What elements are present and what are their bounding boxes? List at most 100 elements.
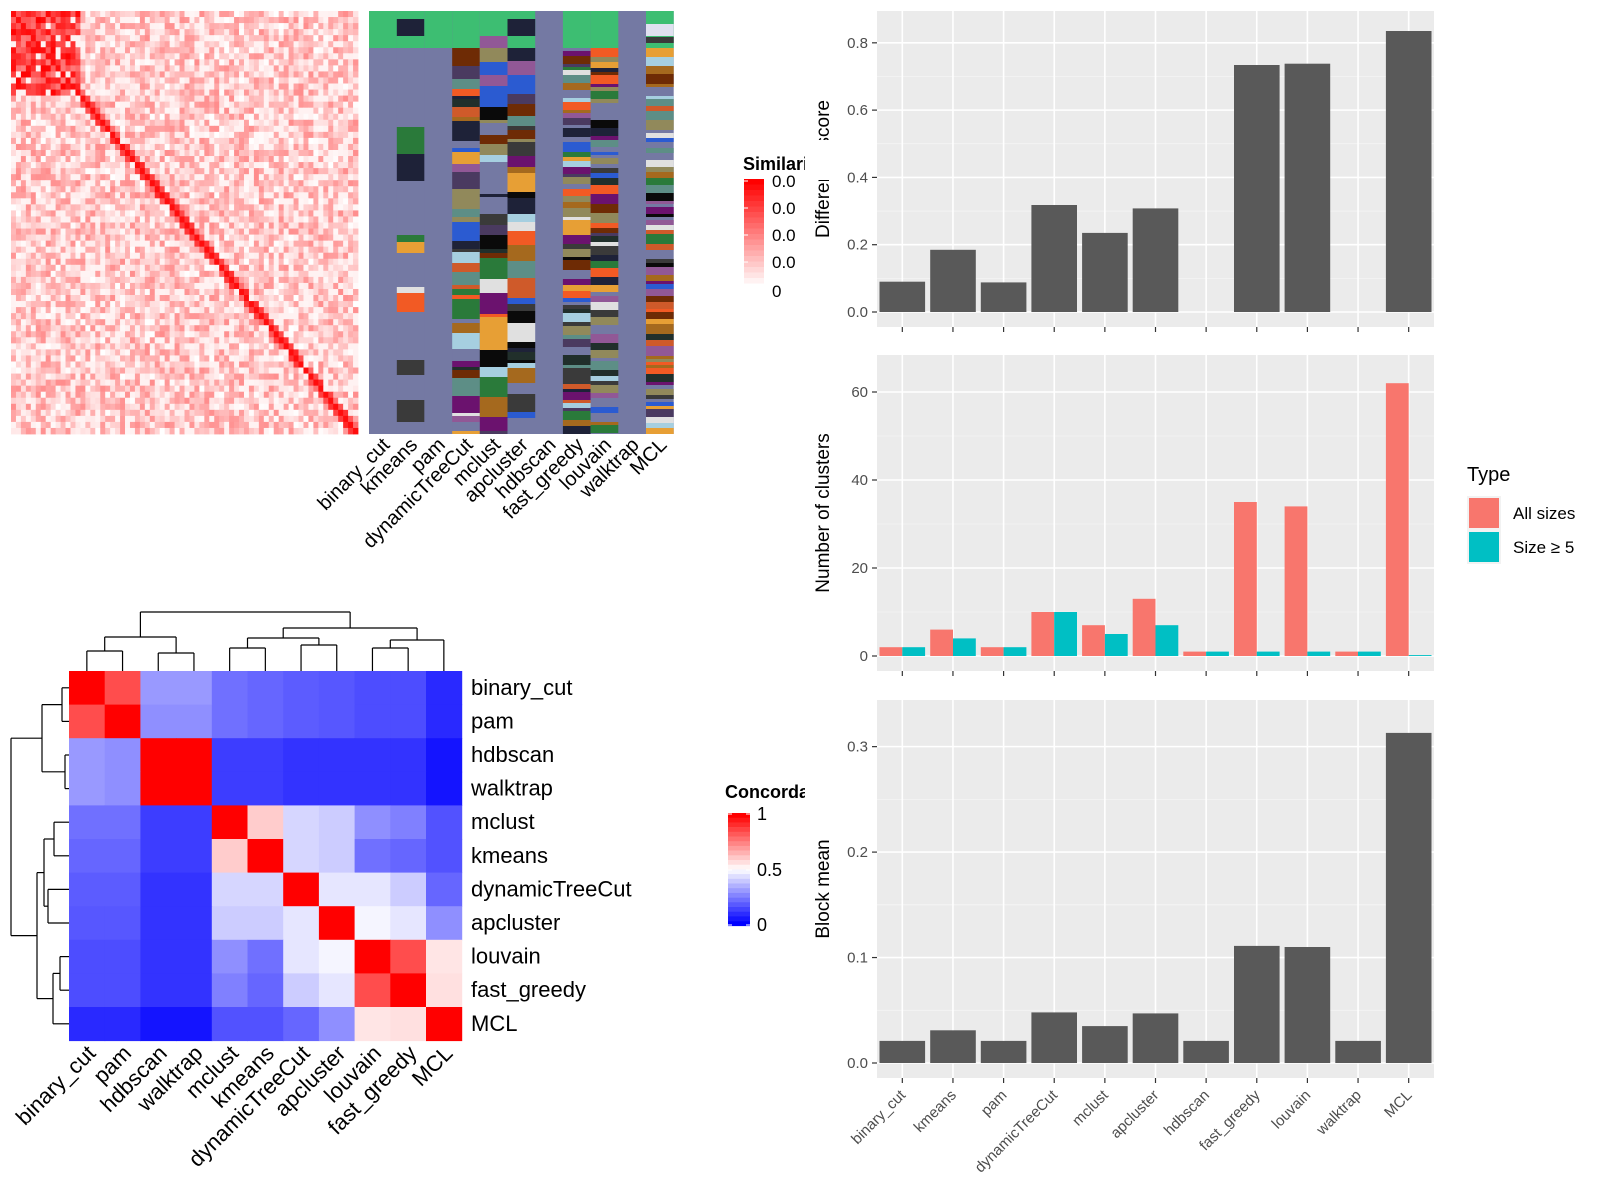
concordance-cell bbox=[176, 839, 213, 874]
concordance-cell bbox=[390, 671, 427, 706]
concordance-cell bbox=[354, 738, 391, 773]
concordance-col-label-MCL: MCL bbox=[407, 1040, 458, 1091]
concordance-cell bbox=[247, 671, 284, 706]
y-tick-label: 0 bbox=[860, 648, 868, 665]
concordance-cell bbox=[354, 872, 391, 907]
concordance-cell bbox=[69, 872, 106, 907]
y-tick-label: 0.3 bbox=[847, 739, 868, 756]
x-tick-label-apcluster: apcluster bbox=[1107, 1087, 1162, 1142]
bar-walktrap-size-ge5 bbox=[1358, 651, 1381, 656]
concordance-cell bbox=[176, 704, 213, 739]
concordance-cell bbox=[318, 872, 356, 907]
bar-louvain-size-ge5 bbox=[1307, 651, 1331, 656]
legend-label: All sizes bbox=[1513, 504, 1575, 523]
concordance-cell bbox=[69, 738, 106, 773]
bar-mclust bbox=[1082, 232, 1128, 312]
similarity-legend-label: 0.0 bbox=[772, 253, 796, 272]
concordance-cell bbox=[104, 872, 141, 907]
concordance-cell bbox=[390, 839, 427, 874]
concordance-cell bbox=[318, 671, 356, 706]
bar-dynamicTreeCut-all-sizes bbox=[1031, 612, 1055, 656]
concordance-row-label-dynamicTreeCut: dynamicTreeCut bbox=[471, 876, 632, 901]
legend-key-all-sizes bbox=[1469, 498, 1499, 528]
concordance-row-label-apcluster: apcluster bbox=[471, 910, 560, 935]
bar-MCL-all-sizes bbox=[1385, 383, 1409, 656]
concordance-cell bbox=[104, 839, 141, 874]
concordance-cell bbox=[283, 973, 320, 1008]
bar-fast_greedy-all-sizes bbox=[1234, 502, 1257, 656]
bar-fast_greedy bbox=[1234, 65, 1280, 312]
bar-MCL bbox=[1385, 732, 1432, 1063]
bar-binary_cut-size-ge5 bbox=[902, 647, 926, 656]
legend-key-size-ge5 bbox=[1469, 532, 1499, 562]
concordance-row-label-mclust: mclust bbox=[471, 809, 535, 834]
concordance-cell bbox=[69, 805, 106, 840]
concordance-cell bbox=[426, 839, 463, 874]
concordance-cell bbox=[354, 671, 391, 706]
similarity-legend-label: 0 bbox=[772, 282, 781, 301]
bar-dynamicTreeCut bbox=[1031, 1012, 1077, 1063]
concordance-cell bbox=[318, 771, 356, 806]
y-tick-label: 0.1 bbox=[847, 950, 868, 967]
bar-pam bbox=[980, 282, 1027, 312]
number-of-clusters-bar-chart: 0 20 40 60 Number of clusters bbox=[813, 355, 1434, 676]
concordance-cell bbox=[211, 1007, 248, 1042]
bar-hdbscan-size-ge5 bbox=[1206, 651, 1229, 656]
concordance-cell bbox=[426, 771, 463, 806]
concordance-cell bbox=[283, 839, 320, 874]
similarity-legend: Similarity 0.0 0.0 0.0 0.0 0 bbox=[743, 154, 824, 301]
concordance-cell bbox=[283, 1007, 320, 1042]
bar-walktrap bbox=[1335, 1040, 1381, 1063]
bar-apcluster-size-ge5 bbox=[1155, 625, 1179, 656]
concordance-cell bbox=[426, 1007, 463, 1042]
bar-apcluster bbox=[1132, 208, 1179, 312]
concordance-cell bbox=[176, 872, 213, 907]
bar-louvain bbox=[1284, 63, 1331, 313]
concordance-cell bbox=[176, 1007, 213, 1042]
concordance-cell bbox=[247, 872, 284, 907]
concordance-row-label-walktrap: walktrap bbox=[470, 776, 553, 801]
bar-fast_greedy-size-ge5 bbox=[1256, 651, 1280, 656]
y-tick-label: 0.4 bbox=[847, 169, 868, 186]
concordance-col-label-binary_cut: binary_cut bbox=[11, 1040, 100, 1129]
concordance-cell bbox=[104, 906, 141, 941]
concordance-cell bbox=[426, 805, 463, 840]
concordance-cell bbox=[283, 671, 320, 706]
concordance-cell bbox=[140, 839, 177, 874]
concordance-cell bbox=[390, 805, 427, 840]
bar-kmeans-size-ge5 bbox=[953, 638, 976, 656]
bar-louvain bbox=[1284, 947, 1331, 1063]
concordance-cell bbox=[104, 973, 141, 1008]
concordance-cell bbox=[104, 704, 141, 739]
concordance-cell bbox=[140, 906, 177, 941]
concordance-cell bbox=[390, 906, 427, 941]
concordance-row-label-fast_greedy: fast_greedy bbox=[471, 977, 586, 1002]
concordance-row-label-louvain: louvain bbox=[471, 944, 541, 969]
bar-mclust bbox=[1082, 1026, 1128, 1063]
concordance-cell bbox=[69, 671, 106, 706]
legend-label: Size ≥ 5 bbox=[1513, 538, 1574, 557]
concordance-cell bbox=[140, 671, 177, 706]
concordance-cell bbox=[211, 939, 248, 974]
concordance-cell bbox=[354, 939, 391, 974]
concordance-cell bbox=[104, 771, 141, 806]
similarity-legend-label: 0.0 bbox=[772, 199, 796, 218]
concordance-cell bbox=[140, 738, 177, 773]
concordance-cell bbox=[176, 771, 213, 806]
concordance-cell bbox=[104, 738, 141, 773]
concordance-cell bbox=[104, 671, 141, 706]
x-tick-label-binary_cut: binary_cut bbox=[848, 1086, 910, 1148]
y-tick-label: 0.2 bbox=[847, 237, 868, 254]
concordance-cell bbox=[283, 771, 320, 806]
concordance-cell bbox=[140, 704, 177, 739]
bar-MCL-size-ge5 bbox=[1408, 655, 1432, 656]
cluster-method-labels: binary_cutkmeanspamdynamicTreeCutmclusta… bbox=[314, 434, 672, 553]
bar-hdbscan bbox=[1183, 1040, 1229, 1063]
concordance-cell bbox=[318, 1007, 356, 1042]
similarity-legend-label: 0.0 bbox=[772, 172, 796, 191]
similarity-heatmap bbox=[11, 11, 359, 435]
bar-pam-all-sizes bbox=[980, 647, 1004, 656]
bar-dynamicTreeCut-size-ge5 bbox=[1054, 612, 1077, 656]
concordance-row-label-kmeans: kmeans bbox=[471, 843, 548, 868]
